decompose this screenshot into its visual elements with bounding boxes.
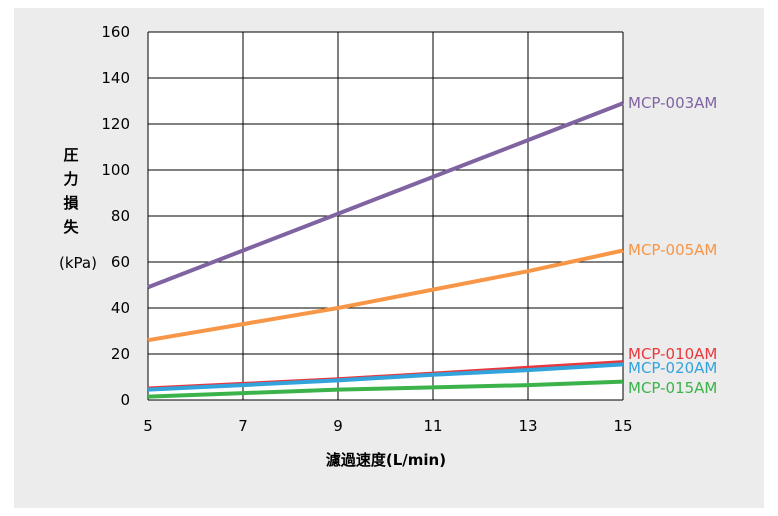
y-axis-label-char: 圧	[63, 146, 78, 164]
y-tick-label: 160	[101, 23, 130, 41]
series-label: MCP-010AM	[628, 345, 717, 363]
series-line-mcp-020am	[147, 362, 624, 392]
y-tick-label: 120	[101, 115, 130, 133]
x-tick-label: 11	[423, 417, 442, 435]
series-label: MCP-015AM	[628, 379, 717, 397]
series-line-mcp-003am	[147, 101, 624, 290]
x-tick-label: 9	[333, 417, 343, 435]
y-tick-label: 140	[101, 69, 130, 87]
series-label: MCP-020AM	[628, 359, 717, 377]
x-tick-label: 5	[143, 417, 153, 435]
y-axis-label: 圧 力 損 失 (kPa)	[59, 146, 97, 272]
grid	[147, 31, 624, 401]
x-tick-label: 15	[613, 417, 632, 435]
y-tick-labels: 0 20 40 60 80 100 120 140 160	[101, 23, 130, 409]
series-lines	[147, 101, 624, 399]
y-tick-label: 80	[111, 207, 130, 225]
series-label: MCP-003AM	[628, 94, 717, 112]
y-tick-label: 60	[111, 253, 130, 271]
y-axis-unit: (kPa)	[59, 254, 97, 272]
series-line-mcp-005am	[147, 248, 624, 343]
y-axis-label-char: 力	[63, 170, 78, 188]
x-tick-label: 7	[238, 417, 248, 435]
y-tick-label: 100	[101, 161, 130, 179]
y-tick-label: 0	[120, 391, 130, 409]
y-tick-label: 20	[111, 345, 130, 363]
x-tick-label: 13	[518, 417, 537, 435]
x-tick-labels: 5 7 9 11 13 15	[143, 417, 632, 435]
y-axis-label-char: 損	[63, 194, 79, 212]
y-axis-label-char: 失	[63, 218, 79, 236]
series-label: MCP-005AM	[628, 241, 717, 259]
y-tick-label: 40	[111, 299, 130, 317]
x-axis-label: 濾過速度(L/min)	[326, 451, 446, 469]
series-line-mcp-015am	[147, 379, 624, 399]
